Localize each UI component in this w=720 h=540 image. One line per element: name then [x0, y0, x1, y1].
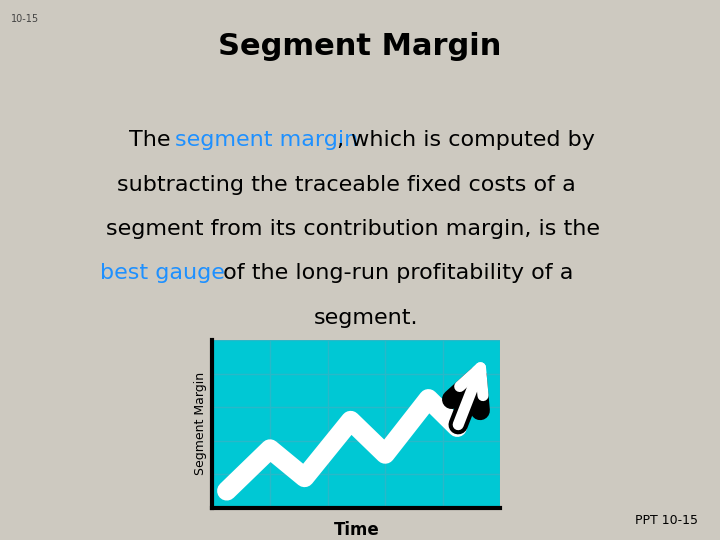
- Text: segment.: segment.: [314, 307, 418, 328]
- Text: of the long-run profitability of a: of the long-run profitability of a: [215, 263, 573, 284]
- Text: segment from its contribution margin, is the: segment from its contribution margin, is…: [106, 219, 600, 239]
- Text: Time: Time: [333, 521, 379, 539]
- Text: The: The: [129, 130, 178, 151]
- Text: segment margin: segment margin: [175, 130, 359, 151]
- Text: 10-15: 10-15: [11, 14, 39, 24]
- Text: subtracting the traceable fixed costs of a: subtracting the traceable fixed costs of…: [117, 174, 576, 195]
- Text: best gauge: best gauge: [100, 263, 225, 284]
- Y-axis label: Segment Margin: Segment Margin: [194, 373, 207, 475]
- Text: , which is computed by: , which is computed by: [337, 130, 595, 151]
- Text: PPT 10-15: PPT 10-15: [635, 514, 698, 526]
- Text: Segment Margin: Segment Margin: [218, 32, 502, 62]
